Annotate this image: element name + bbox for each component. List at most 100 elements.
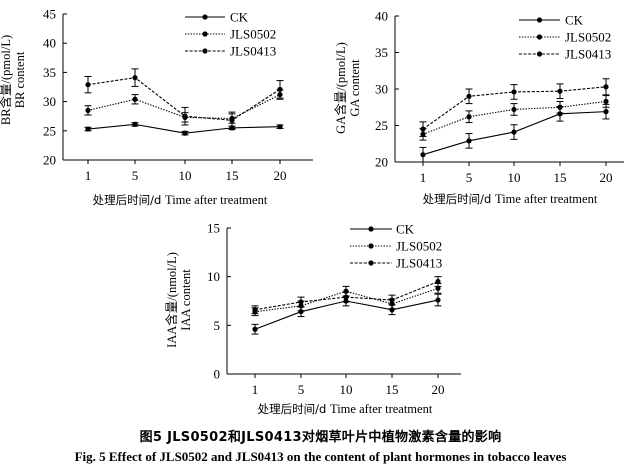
y-axis-label: GA含量/(pmol/L)GA content xyxy=(333,42,362,134)
x-tick-label: 1 xyxy=(420,170,427,185)
data-point xyxy=(420,126,426,132)
y-tick-label: 15 xyxy=(207,221,220,236)
legend-label: CK xyxy=(565,13,584,28)
x-tick-label: 10 xyxy=(508,170,521,185)
x-tick-label: 1 xyxy=(85,168,92,183)
x-tick-label: 5 xyxy=(132,168,139,183)
y-tick-label: 35 xyxy=(375,45,388,60)
legend-label: JLS0413 xyxy=(396,256,442,271)
data-point xyxy=(435,297,441,303)
legend: CK JLS0502 JLS0413 xyxy=(519,13,611,62)
data-point xyxy=(252,326,258,332)
data-point xyxy=(252,307,258,313)
legend-label: JLS0413 xyxy=(565,47,611,62)
data-point xyxy=(557,111,563,117)
x-tick-label: 5 xyxy=(466,170,473,185)
y-tick-label: 40 xyxy=(43,36,56,51)
legend-label: JLS0502 xyxy=(565,30,611,45)
x-axis-label-zh: 处理后时间/d xyxy=(258,402,330,416)
x-tick-label: 20 xyxy=(274,168,287,183)
data-point xyxy=(277,124,283,130)
y-tick-label: 0 xyxy=(214,367,221,382)
y-tick-label: 25 xyxy=(375,118,388,133)
y-tick-label: 35 xyxy=(43,65,56,80)
x-tick-label: 15 xyxy=(554,170,567,185)
y-tick-label: 20 xyxy=(375,155,388,170)
data-point xyxy=(603,84,609,90)
y-axis-label-en: GA content xyxy=(348,59,362,117)
y-axis-label-zh: GA含量/(pmol/L) xyxy=(333,42,348,134)
legend-marker xyxy=(202,31,208,37)
y-tick-label: 10 xyxy=(207,269,220,284)
legend: CK JLS0502 JLS0413 xyxy=(185,10,276,59)
data-point xyxy=(420,152,426,158)
y-tick-label: 30 xyxy=(375,82,388,97)
legend-marker xyxy=(368,243,374,249)
data-point xyxy=(435,285,441,291)
data-point xyxy=(132,121,138,127)
x-tick-label: 10 xyxy=(340,382,353,397)
caption-english: Fig. 5 Effect of JLS0502 and JLS0413 on … xyxy=(74,449,567,464)
y-axis-label-en: BR content xyxy=(13,51,27,108)
data-point xyxy=(435,278,441,285)
y-tick-label: 20 xyxy=(43,153,56,168)
data-point xyxy=(132,96,138,102)
x-axis-label: 处理后时间/d Time after treatment xyxy=(258,402,433,416)
data-point xyxy=(85,126,91,132)
x-tick-label: 5 xyxy=(298,382,305,397)
y-axis-label: BR含量/(pmol/L)BR content xyxy=(0,35,27,125)
data-point xyxy=(182,113,188,119)
legend-label: JLS0413 xyxy=(230,44,276,59)
x-axis-label-zh: 处理后时间/d xyxy=(93,193,165,207)
legend-label: JLS0502 xyxy=(230,27,276,42)
legend-marker xyxy=(368,260,374,266)
data-point xyxy=(466,138,472,144)
legend-marker xyxy=(536,34,543,40)
data-point xyxy=(511,129,517,135)
x-axis-label: 处理后时间/d Time after treatment xyxy=(423,192,598,206)
y-tick-label: 5 xyxy=(214,318,221,333)
x-tick-label: 20 xyxy=(432,382,445,397)
data-point xyxy=(511,106,517,113)
legend-label: JLS0502 xyxy=(396,239,442,254)
data-point xyxy=(389,297,395,303)
data-point xyxy=(298,299,304,305)
legend-marker xyxy=(536,51,543,57)
x-tick-label: 20 xyxy=(600,170,613,185)
y-axis-label-zh: BR含量/(pmol/L) xyxy=(0,35,13,125)
y-tick-label: 30 xyxy=(43,94,56,109)
x-tick-label: 15 xyxy=(226,168,239,183)
data-point xyxy=(466,93,472,99)
legend: CK JLS0502 JLS0413 xyxy=(350,222,442,271)
data-point xyxy=(511,89,517,95)
data-point xyxy=(343,294,349,300)
data-point xyxy=(85,107,91,113)
x-tick-label: 15 xyxy=(386,382,399,397)
data-point xyxy=(466,114,472,120)
legend-label: CK xyxy=(230,10,249,25)
x-tick-label: 10 xyxy=(179,168,192,183)
data-point xyxy=(229,117,235,123)
series-jls0413 xyxy=(84,68,284,129)
data-point xyxy=(277,86,283,92)
data-point xyxy=(557,88,563,94)
data-point xyxy=(132,75,138,81)
series-ck xyxy=(419,103,610,163)
x-axis-label: 处理后时间/d Time after treatment xyxy=(93,193,268,207)
x-axis-label-en: Time after treatment xyxy=(165,193,268,207)
series-jls0413 xyxy=(251,276,442,315)
data-point xyxy=(85,82,91,88)
legend-marker xyxy=(536,17,543,23)
data-point xyxy=(182,130,188,136)
data-point xyxy=(603,109,609,115)
y-axis-label-zh: IAA含量/(nmol/L) xyxy=(164,252,179,348)
legend-marker xyxy=(202,14,208,20)
x-axis-label-en: Time after treatment xyxy=(495,192,598,206)
data-point xyxy=(603,98,609,105)
series-jls0413 xyxy=(419,78,610,137)
